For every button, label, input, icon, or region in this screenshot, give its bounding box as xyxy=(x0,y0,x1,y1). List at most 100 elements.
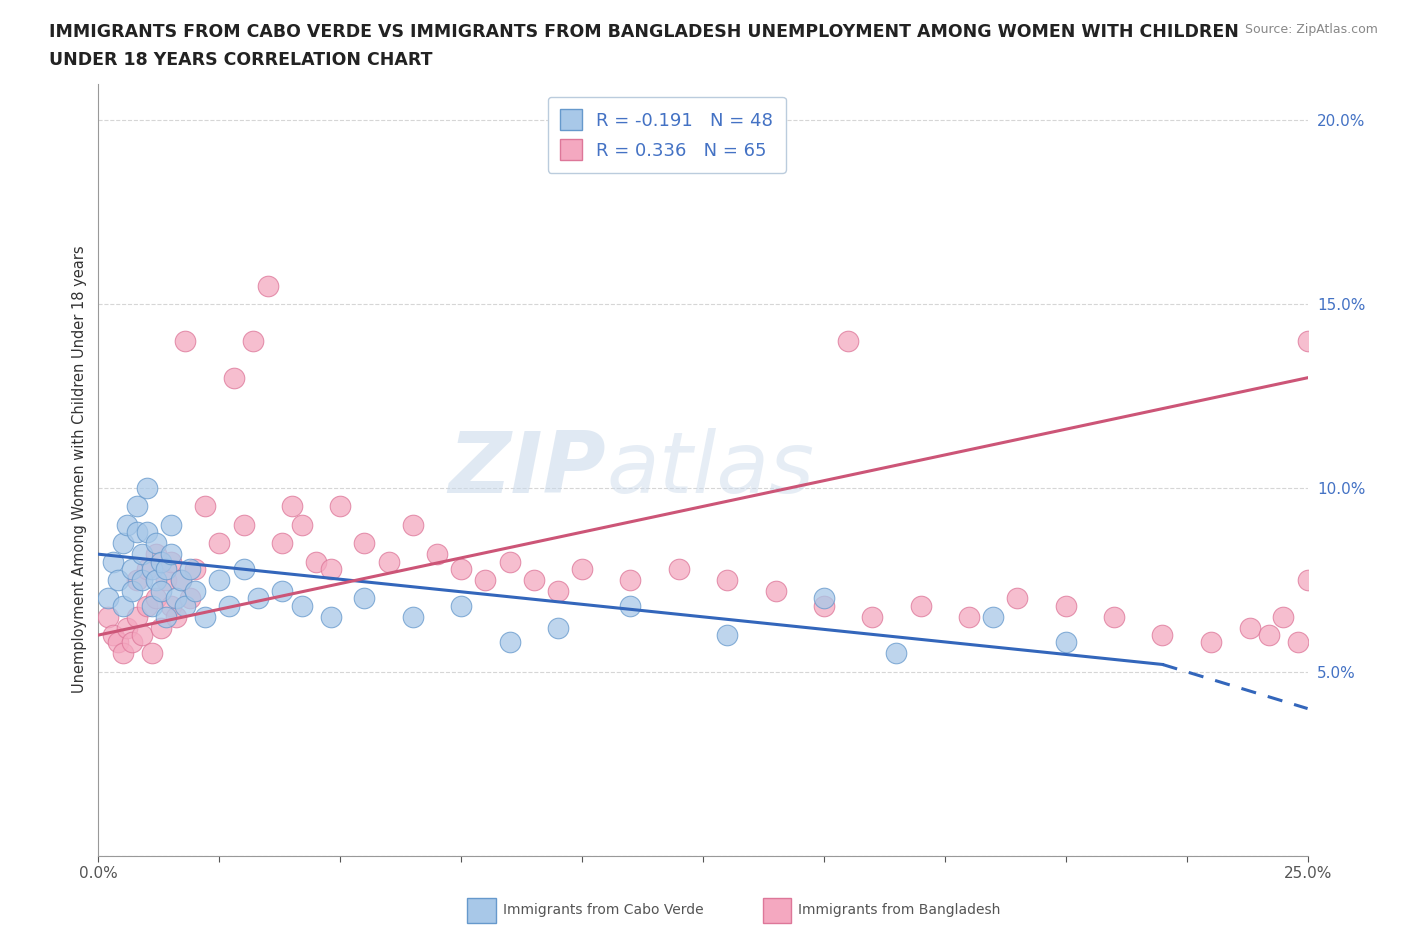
Point xyxy=(957,609,980,624)
Point xyxy=(121,583,143,598)
Point xyxy=(121,562,143,577)
Point xyxy=(179,591,201,605)
Point xyxy=(127,573,149,588)
Text: ZIP: ZIP xyxy=(449,428,606,512)
Point xyxy=(1296,334,1319,349)
Point xyxy=(194,609,217,624)
Point xyxy=(547,583,569,598)
Text: UNDER 18 YEARS CORRELATION CHART: UNDER 18 YEARS CORRELATION CHART xyxy=(49,51,433,69)
Point xyxy=(1239,620,1261,635)
Point xyxy=(111,646,134,661)
Point xyxy=(668,562,690,577)
Point xyxy=(450,562,472,577)
Point xyxy=(571,562,593,577)
Point xyxy=(716,628,738,643)
Point xyxy=(111,598,134,613)
Point xyxy=(127,499,149,514)
Point xyxy=(813,591,835,605)
Point xyxy=(165,609,187,624)
Point xyxy=(1007,591,1029,605)
Point xyxy=(232,517,254,532)
Point xyxy=(242,334,264,349)
Point xyxy=(1272,609,1295,624)
Point xyxy=(155,562,177,577)
Point xyxy=(329,499,352,514)
Point xyxy=(141,646,163,661)
Point xyxy=(1102,609,1125,624)
Point xyxy=(523,573,546,588)
Point xyxy=(813,598,835,613)
Point xyxy=(145,536,167,551)
Point xyxy=(145,573,167,588)
Point xyxy=(1296,573,1319,588)
Point xyxy=(145,547,167,562)
Point xyxy=(160,517,183,532)
Point xyxy=(498,554,520,569)
Point xyxy=(155,609,177,624)
Point xyxy=(150,554,173,569)
Point xyxy=(271,536,294,551)
Point xyxy=(290,517,312,532)
Point xyxy=(131,628,153,643)
Point xyxy=(716,573,738,588)
Point xyxy=(141,562,163,577)
Point xyxy=(319,609,342,624)
Point xyxy=(1054,598,1077,613)
Point xyxy=(218,598,240,613)
Point xyxy=(1199,635,1222,650)
Point xyxy=(426,547,449,562)
Point xyxy=(160,598,183,613)
Point xyxy=(97,591,120,605)
Point xyxy=(232,562,254,577)
Point xyxy=(121,635,143,650)
Point xyxy=(353,536,375,551)
Point xyxy=(886,646,908,661)
Point xyxy=(141,598,163,613)
Point xyxy=(247,591,270,605)
Point xyxy=(194,499,217,514)
Point xyxy=(547,620,569,635)
Point xyxy=(160,547,183,562)
Point xyxy=(222,370,245,385)
Point xyxy=(1257,628,1279,643)
Text: Source: ZipAtlas.com: Source: ZipAtlas.com xyxy=(1244,23,1378,36)
Point xyxy=(179,562,201,577)
Point xyxy=(619,573,641,588)
Point xyxy=(619,598,641,613)
Point xyxy=(101,628,124,643)
Point xyxy=(305,554,328,569)
Point xyxy=(256,278,278,293)
Point xyxy=(208,536,231,551)
Point xyxy=(131,547,153,562)
Point xyxy=(498,635,520,650)
Point xyxy=(450,598,472,613)
Point xyxy=(402,609,425,624)
Point xyxy=(353,591,375,605)
Point xyxy=(174,334,197,349)
Point xyxy=(117,517,139,532)
Point xyxy=(135,562,157,577)
Point xyxy=(981,609,1004,624)
Point xyxy=(165,591,187,605)
Point xyxy=(169,573,191,588)
Point xyxy=(135,598,157,613)
Point xyxy=(155,573,177,588)
Point xyxy=(402,517,425,532)
Point xyxy=(145,591,167,605)
Point xyxy=(271,583,294,598)
Point xyxy=(1286,635,1309,650)
Point xyxy=(160,554,183,569)
Point xyxy=(127,609,149,624)
Point xyxy=(117,620,139,635)
Point xyxy=(107,635,129,650)
Point xyxy=(97,609,120,624)
Point xyxy=(208,573,231,588)
Point xyxy=(474,573,496,588)
Point xyxy=(135,481,157,496)
Point xyxy=(184,583,207,598)
Point xyxy=(111,536,134,551)
Text: atlas: atlas xyxy=(606,428,814,512)
Point xyxy=(319,562,342,577)
Legend: R = -0.191   N = 48, R = 0.336   N = 65: R = -0.191 N = 48, R = 0.336 N = 65 xyxy=(547,97,786,173)
Point xyxy=(107,573,129,588)
